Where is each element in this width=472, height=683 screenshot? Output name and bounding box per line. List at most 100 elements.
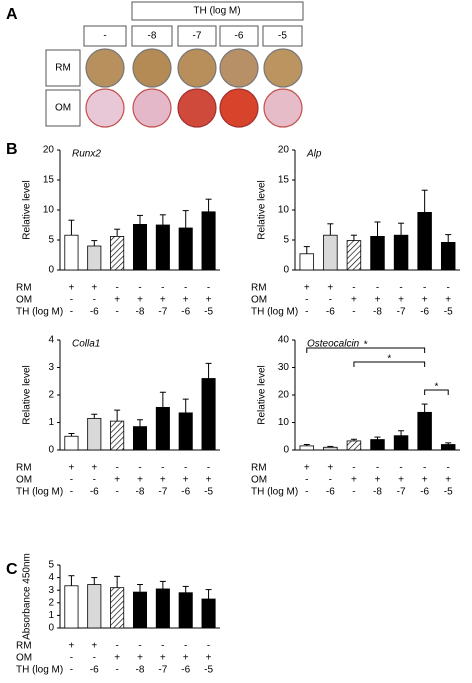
condition-value: - bbox=[352, 487, 355, 498]
y-axis-label: Absorbance 450nm bbox=[22, 553, 33, 640]
condition-value: -6 bbox=[326, 487, 335, 498]
y-tick-label: 15 bbox=[278, 175, 290, 186]
condition-value: + bbox=[160, 653, 166, 664]
condition-value: -6 bbox=[420, 307, 429, 318]
column-label: - bbox=[103, 31, 106, 42]
condition-value: + bbox=[206, 475, 212, 486]
condition-value: + bbox=[91, 283, 97, 294]
condition-value: - bbox=[70, 487, 73, 498]
condition-label: RM bbox=[251, 283, 267, 294]
bar bbox=[299, 253, 315, 271]
condition-value: + bbox=[183, 653, 189, 664]
y-tick-label: 1 bbox=[48, 610, 54, 621]
bar bbox=[346, 440, 362, 451]
y-tick-label: 3 bbox=[48, 585, 54, 596]
condition-value: -7 bbox=[397, 307, 406, 318]
significance-bracket bbox=[306, 347, 426, 353]
panel-label: A bbox=[6, 6, 18, 23]
y-tick-label: 10 bbox=[43, 205, 55, 216]
bar bbox=[155, 224, 170, 271]
condition-value: -7 bbox=[158, 307, 167, 318]
condition-value: - bbox=[93, 475, 96, 486]
condition-value: + bbox=[304, 283, 310, 294]
bar bbox=[110, 235, 125, 271]
condition-value: + bbox=[137, 653, 143, 664]
significance-label: * bbox=[387, 354, 391, 365]
bar bbox=[87, 417, 102, 451]
condition-value: -6 bbox=[181, 307, 190, 318]
condition-value: + bbox=[375, 475, 381, 486]
condition-value: + bbox=[206, 295, 212, 306]
condition-value: - bbox=[161, 641, 164, 652]
condition-value: - bbox=[399, 463, 402, 474]
condition-value: - bbox=[329, 475, 332, 486]
chart-title: Colla1 bbox=[72, 339, 100, 350]
condition-value: - bbox=[115, 665, 118, 676]
condition-value: + bbox=[183, 475, 189, 486]
condition-value: - bbox=[376, 463, 379, 474]
column-label: -6 bbox=[235, 31, 244, 42]
condition-label: TH (log M) bbox=[251, 487, 298, 498]
header-label: TH (log M) bbox=[193, 6, 240, 17]
condition-value: - bbox=[184, 463, 187, 474]
condition-value: - bbox=[447, 463, 450, 474]
condition-value: - bbox=[305, 475, 308, 486]
bar bbox=[201, 378, 216, 451]
bar bbox=[323, 234, 338, 271]
bar bbox=[370, 235, 385, 271]
condition-value: -8 bbox=[373, 307, 382, 318]
condition-label: OM bbox=[251, 295, 267, 306]
condition-value: + bbox=[114, 475, 120, 486]
bar bbox=[201, 211, 216, 271]
condition-value: - bbox=[115, 307, 118, 318]
bar bbox=[155, 588, 170, 629]
condition-value: - bbox=[184, 283, 187, 294]
condition-value: -7 bbox=[397, 487, 406, 498]
bar bbox=[178, 592, 193, 629]
row-label: OM bbox=[55, 103, 71, 114]
bar bbox=[417, 211, 432, 271]
wells bbox=[85, 48, 303, 128]
condition-value: - bbox=[161, 463, 164, 474]
panel-label: C bbox=[6, 561, 18, 578]
condition-value: - bbox=[305, 307, 308, 318]
condition-value: + bbox=[304, 463, 310, 474]
condition-value: -7 bbox=[158, 487, 167, 498]
condition-value: - bbox=[305, 295, 308, 306]
condition-value: - bbox=[115, 487, 118, 498]
condition-value: - bbox=[138, 641, 141, 652]
chart-title: Osteocalcin bbox=[307, 339, 360, 350]
y-tick-label: 2 bbox=[48, 597, 54, 608]
y-tick-label: 0 bbox=[283, 445, 289, 456]
condition-value: - bbox=[115, 463, 118, 474]
condition-value: -5 bbox=[444, 307, 453, 318]
bar bbox=[178, 227, 193, 271]
bar bbox=[87, 584, 102, 629]
condition-value: - bbox=[70, 653, 73, 664]
condition-value: + bbox=[375, 295, 381, 306]
condition-label: TH (log M) bbox=[16, 307, 63, 318]
condition-value: - bbox=[138, 283, 141, 294]
column-box bbox=[131, 25, 173, 47]
column-label: -5 bbox=[278, 31, 287, 42]
condition-value: - bbox=[138, 463, 141, 474]
condition-label: OM bbox=[16, 653, 32, 664]
condition-value: - bbox=[184, 641, 187, 652]
bar bbox=[393, 234, 409, 271]
condition-value: - bbox=[352, 463, 355, 474]
condition-value: - bbox=[70, 307, 73, 318]
condition-label: RM bbox=[16, 463, 32, 474]
condition-value: -5 bbox=[444, 487, 453, 498]
condition-value: + bbox=[183, 295, 189, 306]
condition-value: - bbox=[423, 283, 426, 294]
condition-label: OM bbox=[16, 475, 32, 486]
condition-value: - bbox=[305, 487, 308, 498]
y-tick-label: 0 bbox=[48, 623, 54, 634]
chart-title: Alp bbox=[306, 149, 322, 160]
condition-value: - bbox=[399, 283, 402, 294]
condition-value: - bbox=[93, 295, 96, 306]
condition-value: + bbox=[398, 295, 404, 306]
y-tick-label: 5 bbox=[48, 235, 54, 246]
y-tick-label: 30 bbox=[278, 362, 290, 373]
